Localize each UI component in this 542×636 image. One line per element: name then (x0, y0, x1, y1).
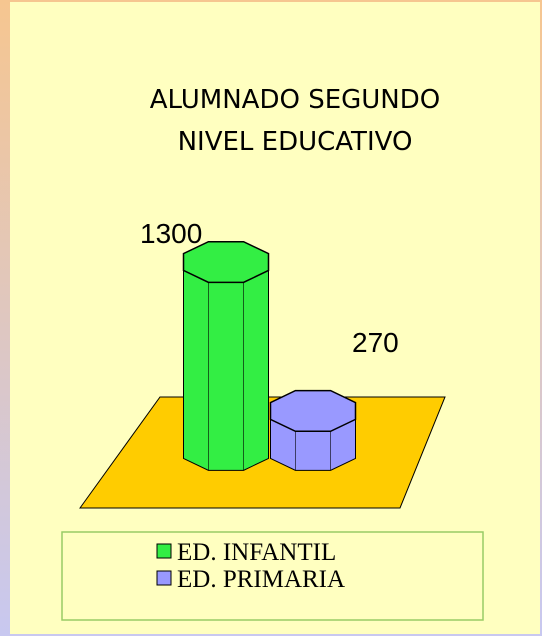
legend-label: ED. PRIMARIA (177, 566, 345, 593)
bar-top (269, 389, 357, 433)
chart-title: NIVEL EDUCATIVO (178, 127, 413, 157)
bar (182, 240, 270, 471)
background (10, 2, 540, 634)
legend-swatch (156, 543, 172, 559)
data-label: 1300 (140, 218, 202, 249)
bar-top (182, 240, 270, 284)
legend-box (61, 531, 484, 621)
bar-body (183, 261, 269, 471)
chart-title: ALUMNADO SEGUNDO (150, 85, 440, 115)
legend-label: ED. INFANTIL (177, 539, 336, 566)
data-label: 270 (352, 327, 399, 358)
legend-swatch (156, 570, 172, 586)
bar (269, 389, 357, 471)
